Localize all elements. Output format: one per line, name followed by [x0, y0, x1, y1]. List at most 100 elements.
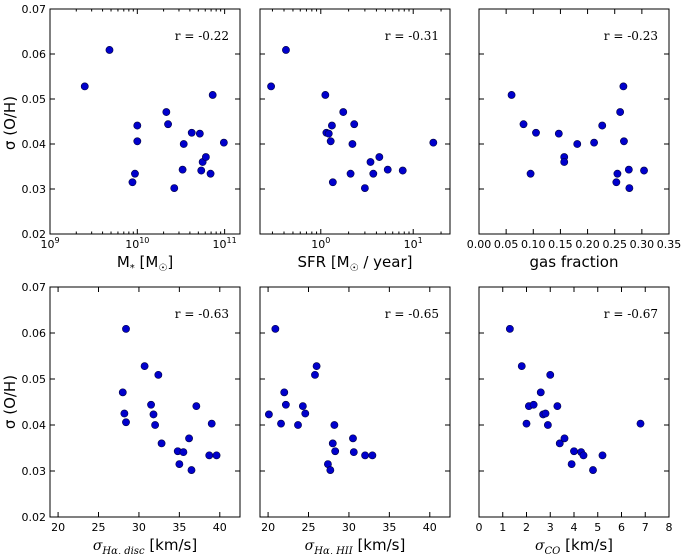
data-point [105, 46, 114, 54]
data-point [543, 421, 552, 429]
data-point [133, 121, 142, 130]
plot-frame [259, 286, 451, 518]
x-axis-label: σHα, HII [km/s] [305, 536, 406, 554]
y-tick-label: 0.05 [22, 93, 47, 106]
data-point [179, 140, 188, 148]
data-point [147, 400, 155, 409]
y-tick-label: 0.05 [22, 373, 47, 386]
data-point [122, 324, 130, 333]
x-tick-label: 30 [132, 521, 146, 534]
data-point [154, 370, 163, 379]
data-point [201, 153, 210, 161]
data-point [192, 402, 201, 411]
data-point [328, 178, 337, 187]
plot-frame [49, 8, 241, 235]
data-point [505, 324, 514, 333]
data-point [328, 439, 337, 448]
data-point [375, 153, 384, 161]
data-point [546, 370, 555, 379]
data-point [589, 466, 597, 474]
data-point [640, 166, 648, 175]
y-tick-label: 0.06 [22, 48, 47, 61]
plot-frame [259, 8, 451, 235]
panel-gasfrac: 0.00 0.05 0.10 0.15 0.20 0.25 0.30 0.35 r = -0.2… [467, 8, 681, 271]
data-point [149, 410, 158, 419]
data-point [339, 108, 348, 116]
data-point [208, 91, 217, 99]
data-point [368, 451, 377, 460]
data-point [151, 421, 160, 429]
data-point [507, 91, 516, 99]
correlation-annotation: r = -0.67 [604, 307, 658, 321]
y-tick-label: 0.04 [22, 138, 47, 151]
data-point [267, 82, 275, 91]
y-tick-label: 0.06 [22, 327, 47, 340]
x-axis-label: σCO [km/s] [535, 536, 613, 554]
y-tick-label: 0.02 [22, 228, 47, 241]
x-tick-label: 20 [261, 521, 275, 534]
data-point [131, 169, 139, 178]
data-point [383, 165, 392, 174]
data-point [195, 129, 204, 138]
data-point [598, 121, 607, 130]
data-point [162, 108, 171, 116]
data-point [122, 418, 130, 427]
data-point [311, 370, 319, 379]
data-point [554, 129, 563, 138]
data-point [360, 184, 369, 192]
data-point [529, 400, 538, 409]
data-point [80, 82, 89, 91]
data-point [157, 439, 166, 448]
data-point [264, 410, 273, 419]
y-axis-label-bottom: σ (O/H) [1, 375, 19, 429]
panel-sig-disc: 0.02 0.03 0.04 0.05 0.06 0.07 20 25 30 35 40 r = -0… [22, 281, 241, 554]
x-axis-label: σHα, disc [km/s] [93, 536, 197, 554]
data-point [187, 466, 196, 474]
x-tick-label: 6 [618, 521, 625, 534]
x-tick-label: 25 [302, 521, 316, 534]
data-point [324, 129, 333, 138]
data-point [321, 91, 330, 99]
data-point [185, 434, 193, 443]
x-tick-label: 0.30 [630, 238, 655, 251]
x-tick-label: 30 [342, 521, 356, 534]
data-point [613, 169, 622, 178]
y-tick-label: 0.03 [22, 465, 47, 478]
x-tick-label: 101 [404, 236, 423, 251]
x-tick-label: 8 [666, 521, 673, 534]
data-point [619, 82, 628, 91]
data-point [277, 419, 285, 428]
data-point [555, 439, 564, 448]
data-point [541, 409, 550, 418]
x-tick-label: 3 [547, 521, 554, 534]
data-point [560, 434, 569, 443]
data-point [624, 165, 633, 174]
data-point [179, 448, 188, 457]
x-tick-label: 0.10 [521, 238, 546, 251]
y-tick-label: 0.02 [22, 511, 47, 524]
y-axis-label-top: σ (O/H) [1, 96, 19, 150]
data-point [349, 448, 358, 457]
data-point [170, 184, 179, 192]
correlation-annotation: r = -0.23 [604, 29, 658, 43]
data-point [326, 137, 335, 146]
data-point [205, 451, 214, 460]
correlation-annotation: r = -0.31 [385, 29, 439, 43]
data-point [536, 388, 545, 397]
x-axis-label: SFR [M☉ / year] [297, 253, 412, 274]
correlation-annotation: r = -0.65 [385, 307, 439, 321]
data-point [118, 388, 127, 397]
data-point [187, 128, 196, 137]
y-tick-label: 0.07 [22, 281, 47, 294]
x-tick-label: 4 [571, 521, 578, 534]
panel-sig-co: 0 1 2 3 4 5 6 7 8 r = -0.67 σCO [km/s] [476, 286, 673, 554]
data-point [281, 400, 290, 409]
data-point [349, 434, 357, 443]
plot-frame [478, 286, 670, 518]
data-point [369, 169, 378, 178]
data-point [212, 451, 221, 460]
data-point [330, 421, 339, 429]
data-point [271, 324, 280, 333]
data-point [636, 419, 645, 428]
